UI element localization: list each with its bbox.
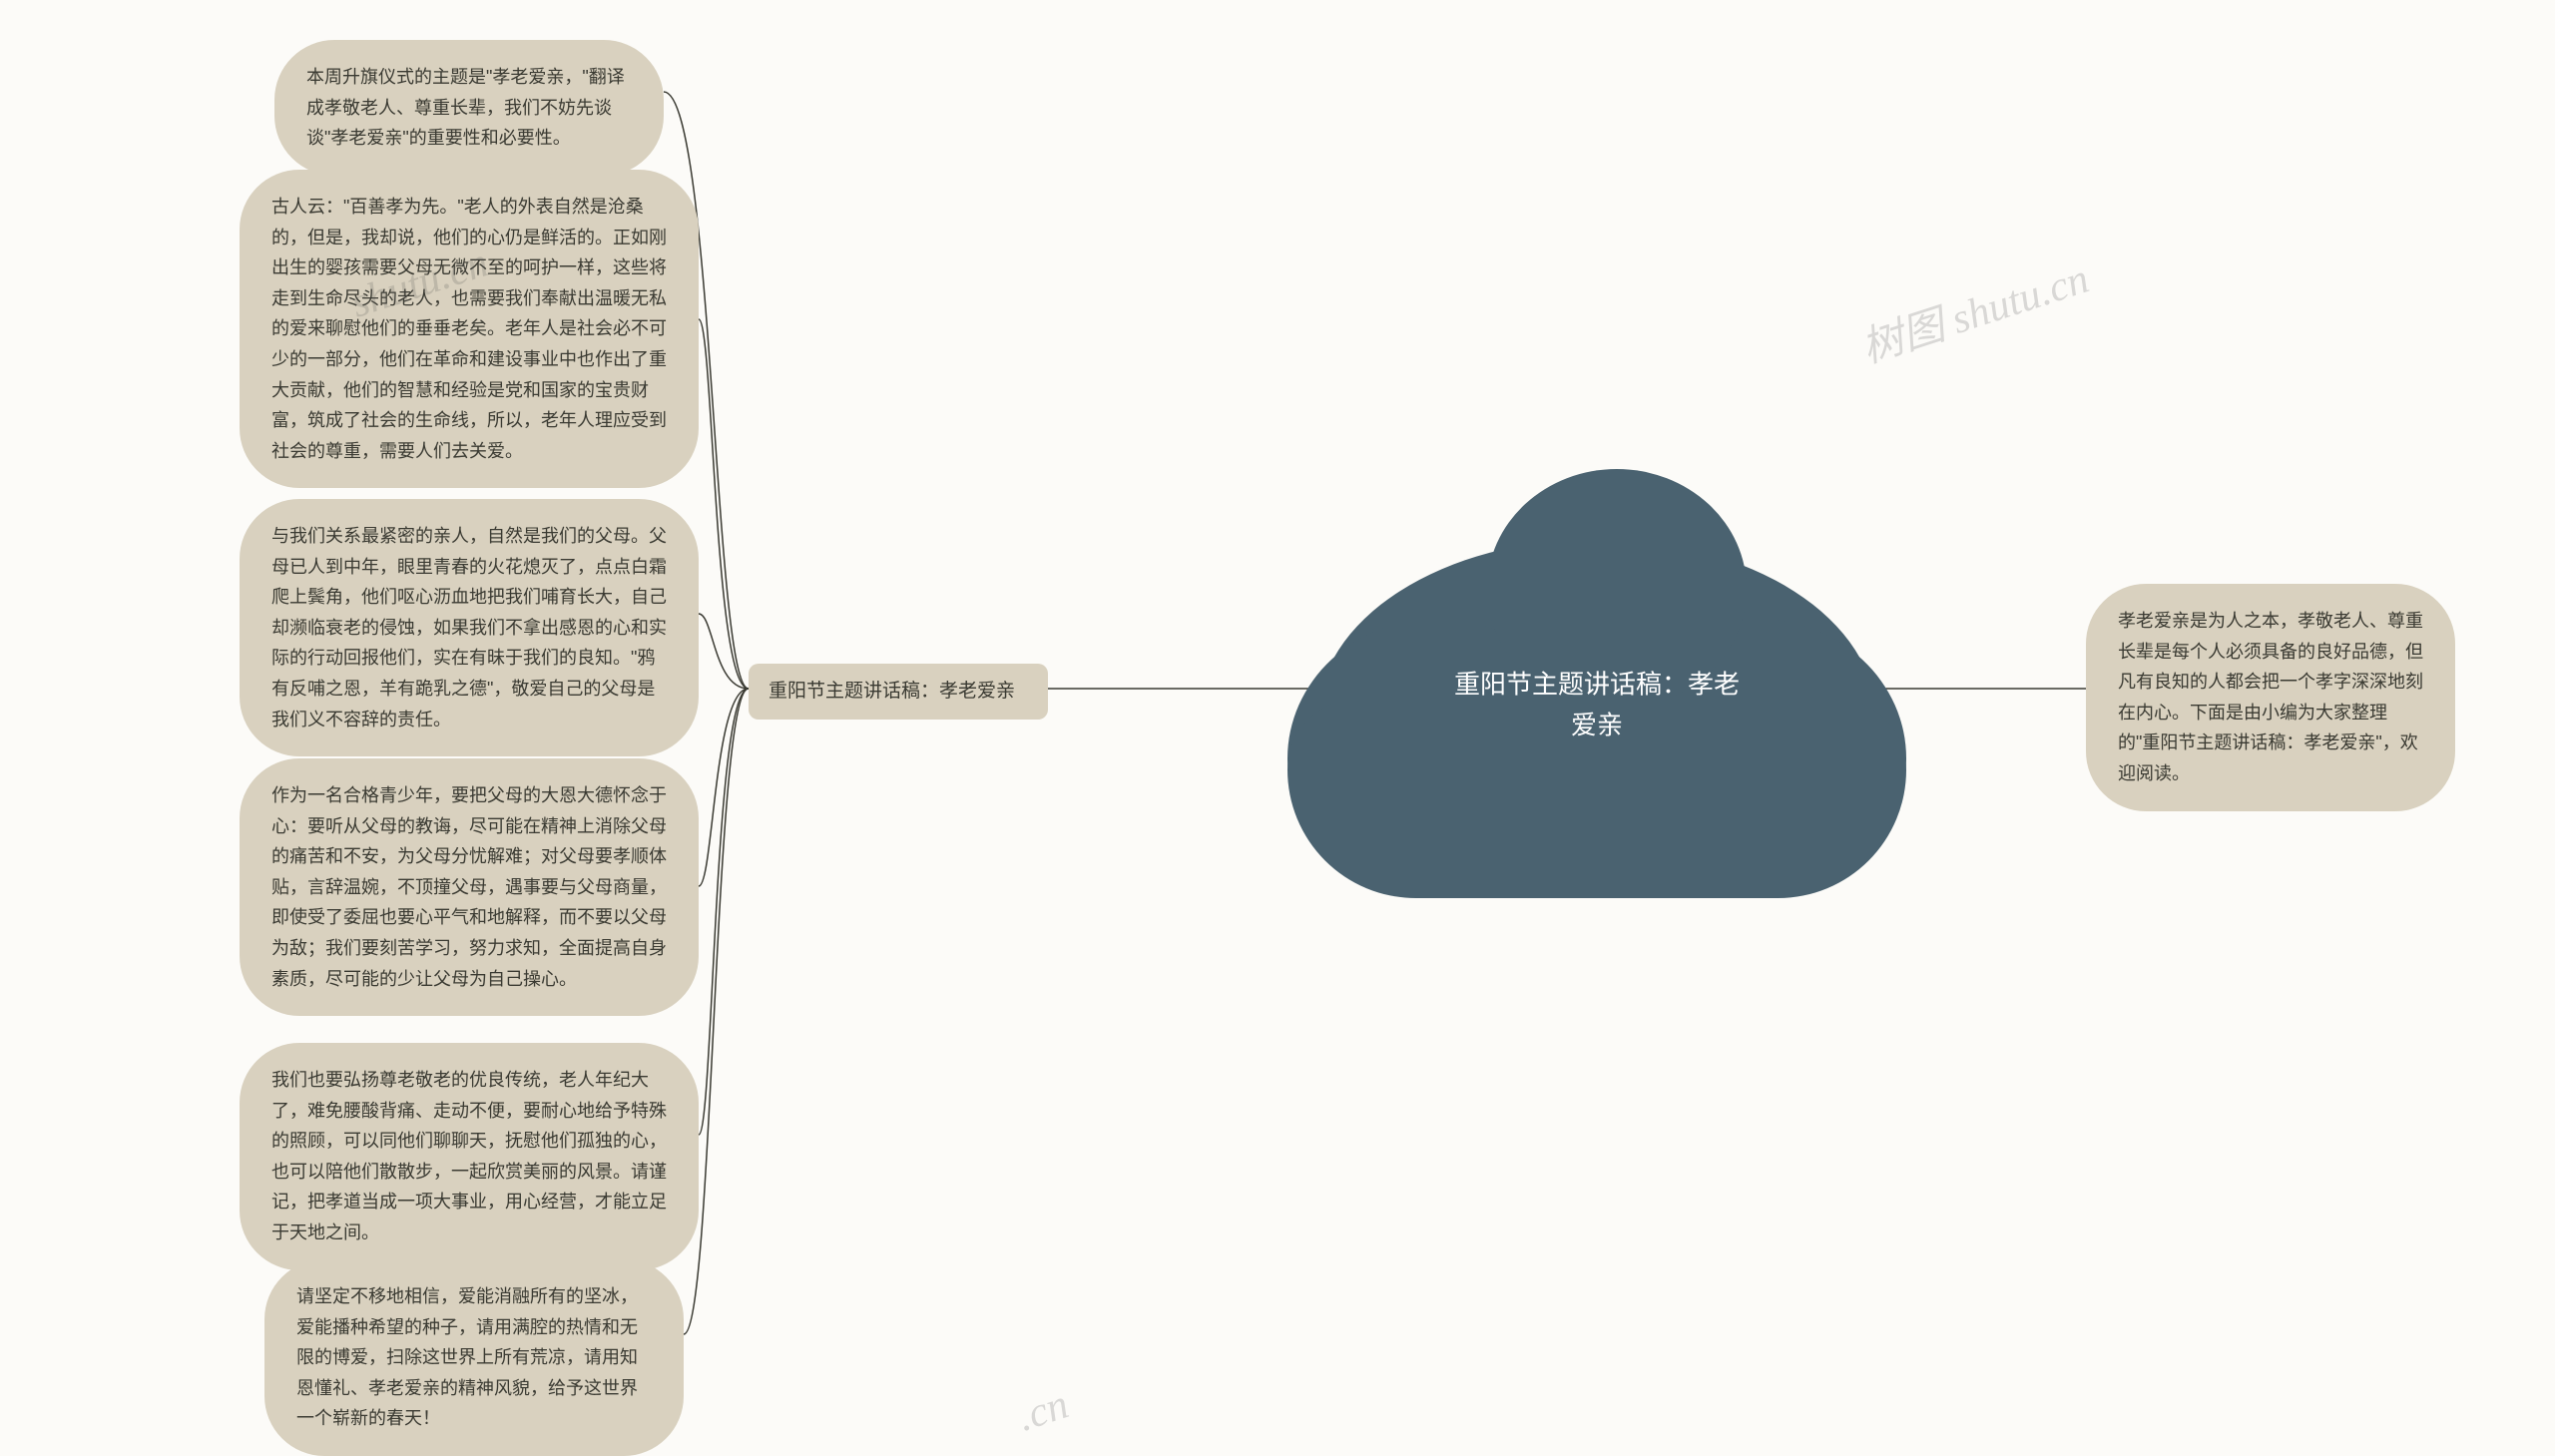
intro-text: 孝老爱亲是为人之本，孝敬老人、尊重长辈是每个人必须具备的良好品德，但凡有良知的人… bbox=[2118, 611, 2423, 783]
center-cloud: 重阳节主题讲话稿：孝老爱亲 bbox=[1287, 469, 1906, 898]
left-node-3: 作为一名合格青少年，要把父母的大恩大德怀念于心：要听从父母的教诲，尽可能在精神上… bbox=[240, 758, 699, 1016]
left-node-4: 我们也要弘扬尊老敬老的优良传统，老人年纪大了，难免腰酸背痛、走动不便，要耐心地给… bbox=[240, 1043, 699, 1270]
left-node-1: 古人云："百善孝为先。"老人的外表自然是沧桑的，但是，我却说，他们的心仍是鲜活的… bbox=[240, 170, 699, 488]
left-node-0: 本周升旗仪式的主题是"孝老爱亲，"翻译成孝敬老人、尊重长辈，我们不妨先谈谈"孝老… bbox=[274, 40, 664, 176]
left-parent-label: 重阳节主题讲话稿：孝老爱亲 bbox=[768, 681, 1015, 702]
intro-node: 孝老爱亲是为人之本，孝敬老人、尊重长辈是每个人必须具备的良好品德，但凡有良知的人… bbox=[2086, 584, 2455, 811]
center-title: 重阳节主题讲话稿：孝老爱亲 bbox=[1447, 664, 1747, 746]
left-node-2: 与我们关系最紧密的亲人，自然是我们的父母。父母已人到中年，眼里青春的火花熄灭了，… bbox=[240, 499, 699, 756]
left-node-5: 请坚定不移地相信，爱能消融所有的坚冰，爱能播种希望的种子，请用满腔的热情和无限的… bbox=[264, 1259, 684, 1456]
watermark-2: .cn bbox=[1012, 1380, 1075, 1441]
left-parent-node: 重阳节主题讲话稿：孝老爱亲 bbox=[749, 664, 1048, 720]
watermark-1: 树图 shutu.cn bbox=[1852, 244, 2095, 375]
